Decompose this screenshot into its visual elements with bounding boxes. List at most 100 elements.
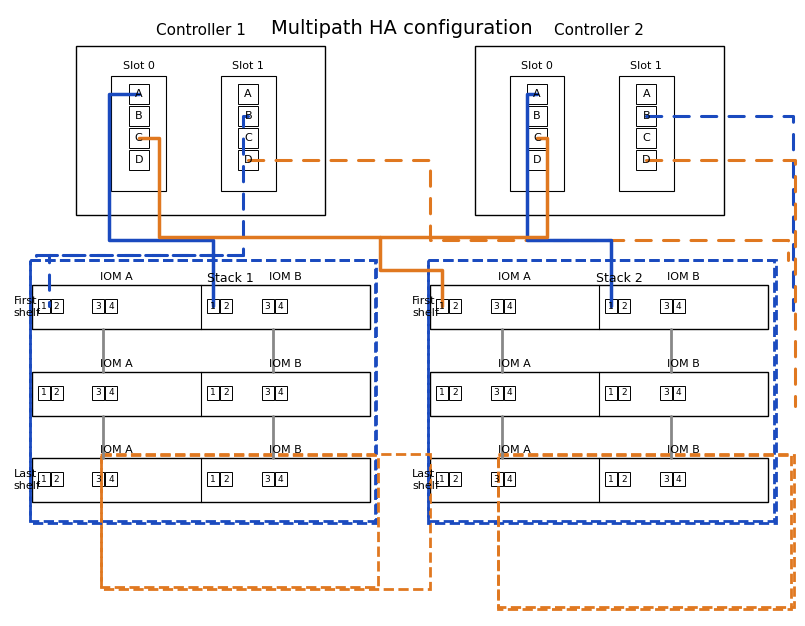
Bar: [93, 299, 105, 313]
Text: IOM A: IOM A: [498, 359, 530, 369]
Text: 3: 3: [96, 388, 101, 397]
Bar: [238, 106, 258, 126]
Text: 1: 1: [210, 302, 216, 310]
Text: 1: 1: [210, 475, 216, 484]
Text: First
shelf: First shelf: [14, 296, 40, 318]
Text: 1: 1: [210, 388, 216, 397]
Bar: [207, 386, 219, 399]
Text: 2: 2: [621, 302, 627, 310]
Text: 4: 4: [676, 302, 682, 310]
Text: 1: 1: [439, 388, 444, 397]
Bar: [129, 84, 149, 104]
Bar: [504, 472, 515, 486]
Text: Controller 1: Controller 1: [156, 23, 246, 38]
Text: IOM B: IOM B: [269, 445, 302, 455]
Bar: [436, 472, 448, 486]
Bar: [129, 150, 149, 170]
Text: 2: 2: [223, 302, 229, 310]
Bar: [111, 76, 166, 190]
Bar: [527, 128, 547, 148]
Bar: [129, 128, 149, 148]
Bar: [238, 150, 258, 170]
Bar: [31, 458, 370, 502]
Bar: [605, 386, 617, 399]
Bar: [220, 299, 232, 313]
Text: A: A: [642, 89, 650, 99]
Text: 2: 2: [452, 388, 457, 397]
Text: Multipath HA configuration: Multipath HA configuration: [271, 19, 533, 38]
Bar: [207, 472, 219, 486]
Text: IOM B: IOM B: [667, 272, 700, 282]
Text: IOM B: IOM B: [667, 359, 700, 369]
Text: IOM B: IOM B: [269, 359, 302, 369]
Bar: [93, 386, 105, 399]
Text: 4: 4: [676, 475, 682, 484]
Text: 2: 2: [621, 388, 627, 397]
Bar: [619, 76, 674, 190]
Bar: [51, 472, 63, 486]
Text: 2: 2: [54, 475, 60, 484]
Bar: [436, 386, 448, 399]
Text: 4: 4: [278, 302, 283, 310]
Bar: [76, 46, 325, 215]
Bar: [527, 106, 547, 126]
Text: IOM A: IOM A: [100, 272, 133, 282]
Text: 3: 3: [265, 388, 270, 397]
Text: 4: 4: [109, 388, 114, 397]
Bar: [262, 386, 274, 399]
Bar: [527, 150, 547, 170]
Text: A: A: [135, 89, 142, 99]
Text: 3: 3: [96, 302, 101, 310]
Bar: [101, 455, 378, 587]
Bar: [220, 386, 232, 399]
Text: D: D: [134, 155, 143, 165]
Text: 2: 2: [54, 388, 60, 397]
Bar: [660, 472, 672, 486]
Bar: [660, 386, 672, 399]
Bar: [673, 472, 685, 486]
Bar: [262, 472, 274, 486]
Bar: [618, 299, 630, 313]
Text: 3: 3: [663, 475, 669, 484]
Bar: [449, 472, 460, 486]
Bar: [475, 46, 724, 215]
Bar: [38, 299, 50, 313]
Text: First
shelf: First shelf: [412, 296, 439, 318]
Bar: [275, 472, 287, 486]
Bar: [428, 260, 774, 521]
Bar: [497, 455, 795, 607]
Bar: [30, 260, 375, 521]
Text: 2: 2: [621, 475, 627, 484]
Bar: [129, 106, 149, 126]
Text: B: B: [245, 111, 252, 121]
Bar: [262, 299, 274, 313]
Text: IOM B: IOM B: [667, 445, 700, 455]
Text: 1: 1: [609, 302, 614, 310]
Bar: [51, 386, 63, 399]
Text: Slot 0: Slot 0: [521, 61, 553, 71]
Text: 1: 1: [439, 302, 444, 310]
Bar: [275, 386, 287, 399]
Bar: [275, 299, 287, 313]
Bar: [430, 372, 768, 416]
Bar: [490, 299, 502, 313]
Bar: [605, 299, 617, 313]
Bar: [660, 299, 672, 313]
Text: 3: 3: [265, 302, 270, 310]
Text: IOM A: IOM A: [100, 445, 133, 455]
Text: 3: 3: [663, 302, 669, 310]
Text: Controller 2: Controller 2: [554, 23, 644, 38]
Bar: [105, 472, 118, 486]
Bar: [637, 128, 656, 148]
Text: D: D: [642, 155, 650, 165]
Bar: [221, 76, 275, 190]
Text: 4: 4: [506, 302, 512, 310]
Text: A: A: [533, 89, 541, 99]
Text: 4: 4: [676, 388, 682, 397]
Bar: [637, 150, 656, 170]
Text: B: B: [642, 111, 650, 121]
Bar: [490, 472, 502, 486]
Text: 3: 3: [493, 388, 499, 397]
Bar: [51, 299, 63, 313]
Text: Slot 1: Slot 1: [233, 61, 264, 71]
